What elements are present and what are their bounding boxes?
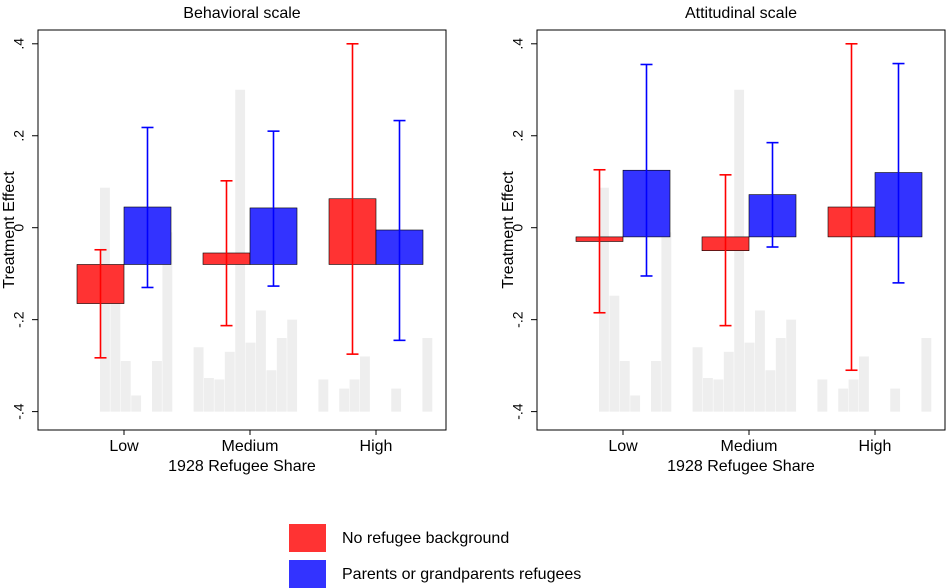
histogram-bar <box>245 342 256 412</box>
error-bar <box>141 126 154 289</box>
histogram-bar <box>744 342 755 412</box>
x-axis-title: 1928 Refugee Share <box>667 458 815 475</box>
histogram-bar <box>651 361 661 412</box>
histogram-bar <box>755 310 765 412</box>
histogram-bar <box>162 232 173 412</box>
histogram-bar <box>152 361 162 412</box>
histogram-bar <box>619 361 630 412</box>
y-tick-label: 0 <box>11 224 27 232</box>
histogram-bar <box>859 356 869 412</box>
y-axis-title: Treatment Effect <box>500 171 517 289</box>
histogram-bar <box>661 232 672 412</box>
legend-label: Parents or grandparents refugees <box>342 566 581 583</box>
histogram-bar <box>422 338 433 412</box>
histogram-bar <box>235 89 246 412</box>
histogram-bar <box>890 388 901 412</box>
chart-title: Attitudinal scale <box>685 5 797 22</box>
histogram-bar <box>723 351 734 412</box>
histogram-bar <box>848 379 859 412</box>
histogram-bar <box>713 379 724 412</box>
histogram-bar <box>360 356 370 412</box>
y-tick-label: -.4 <box>11 403 27 420</box>
y-axis-title: Treatment Effect <box>1 171 18 289</box>
error-bar <box>346 42 359 355</box>
error-bar <box>845 42 858 372</box>
histogram-bar <box>391 388 402 412</box>
histogram-bar <box>817 379 828 412</box>
histogram-bar <box>110 295 121 412</box>
x-axis-title: 1928 Refugee Share <box>168 458 316 475</box>
error-bar <box>719 174 732 327</box>
legend-swatch <box>289 524 326 552</box>
legend-swatch <box>289 560 326 588</box>
x-tick-label: Medium <box>222 438 279 455</box>
histogram-bar <box>193 347 204 412</box>
error-bar <box>267 130 280 287</box>
legend-label: No refugee background <box>342 530 509 547</box>
error-bar <box>892 62 905 284</box>
histogram-bar <box>318 379 329 412</box>
chart-title: Behavioral scale <box>183 5 301 22</box>
x-tick-label: Low <box>109 438 139 455</box>
x-tick-label: Low <box>608 438 638 455</box>
histogram-bar <box>266 370 277 412</box>
y-tick-label: .2 <box>11 130 27 142</box>
error-bar <box>94 248 107 359</box>
histogram-bar <box>131 395 142 412</box>
plot-frame <box>536 29 946 431</box>
histogram-bar <box>349 379 360 412</box>
histogram-bar <box>204 378 214 412</box>
histogram-bar <box>287 319 298 412</box>
y-tick-label: -.2 <box>11 311 27 328</box>
histogram-bar <box>703 378 713 412</box>
y-tick-label: .2 <box>510 130 526 142</box>
histogram-bar <box>786 319 797 412</box>
histogram-bar <box>775 338 786 412</box>
error-bar <box>766 141 779 248</box>
histogram-bar <box>214 379 225 412</box>
y-tick-label: 0 <box>510 224 526 232</box>
y-tick-label: -.4 <box>510 403 526 420</box>
histogram-bar <box>599 187 609 412</box>
histogram-bar <box>838 388 849 412</box>
x-tick-label: Medium <box>721 438 778 455</box>
histogram-bar <box>630 395 641 412</box>
y-tick-label: .4 <box>11 38 27 50</box>
histogram-bar <box>276 338 287 412</box>
y-tick-label: -.2 <box>510 311 526 328</box>
error-bar <box>593 168 606 314</box>
x-tick-label: High <box>859 438 892 455</box>
histogram-bar <box>609 295 620 412</box>
histogram-bar <box>120 361 131 412</box>
histogram-bar <box>921 338 932 412</box>
error-bar <box>220 180 233 327</box>
histogram-bar <box>224 351 235 412</box>
x-tick-label: High <box>360 438 393 455</box>
histogram-bar <box>692 347 703 412</box>
y-tick-label: .4 <box>510 38 526 50</box>
error-bar <box>640 63 653 277</box>
plot-frame <box>37 29 447 431</box>
histogram-bar <box>765 370 776 412</box>
error-bar <box>393 119 406 342</box>
histogram-bar <box>256 310 266 412</box>
histogram-bar <box>339 388 350 412</box>
